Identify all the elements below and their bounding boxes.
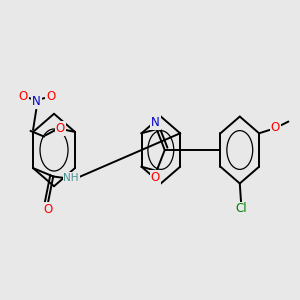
Text: Cl: Cl	[236, 202, 247, 215]
Text: H: H	[68, 173, 75, 183]
Text: O: O	[151, 171, 160, 184]
Text: N: N	[65, 173, 74, 183]
Text: O: O	[56, 122, 65, 135]
Text: N: N	[32, 95, 40, 108]
Text: O: O	[271, 121, 280, 134]
Text: NH: NH	[63, 173, 79, 183]
Text: O: O	[19, 90, 28, 103]
Text: O: O	[43, 203, 52, 216]
Text: O: O	[46, 90, 56, 103]
Text: N: N	[151, 116, 160, 129]
